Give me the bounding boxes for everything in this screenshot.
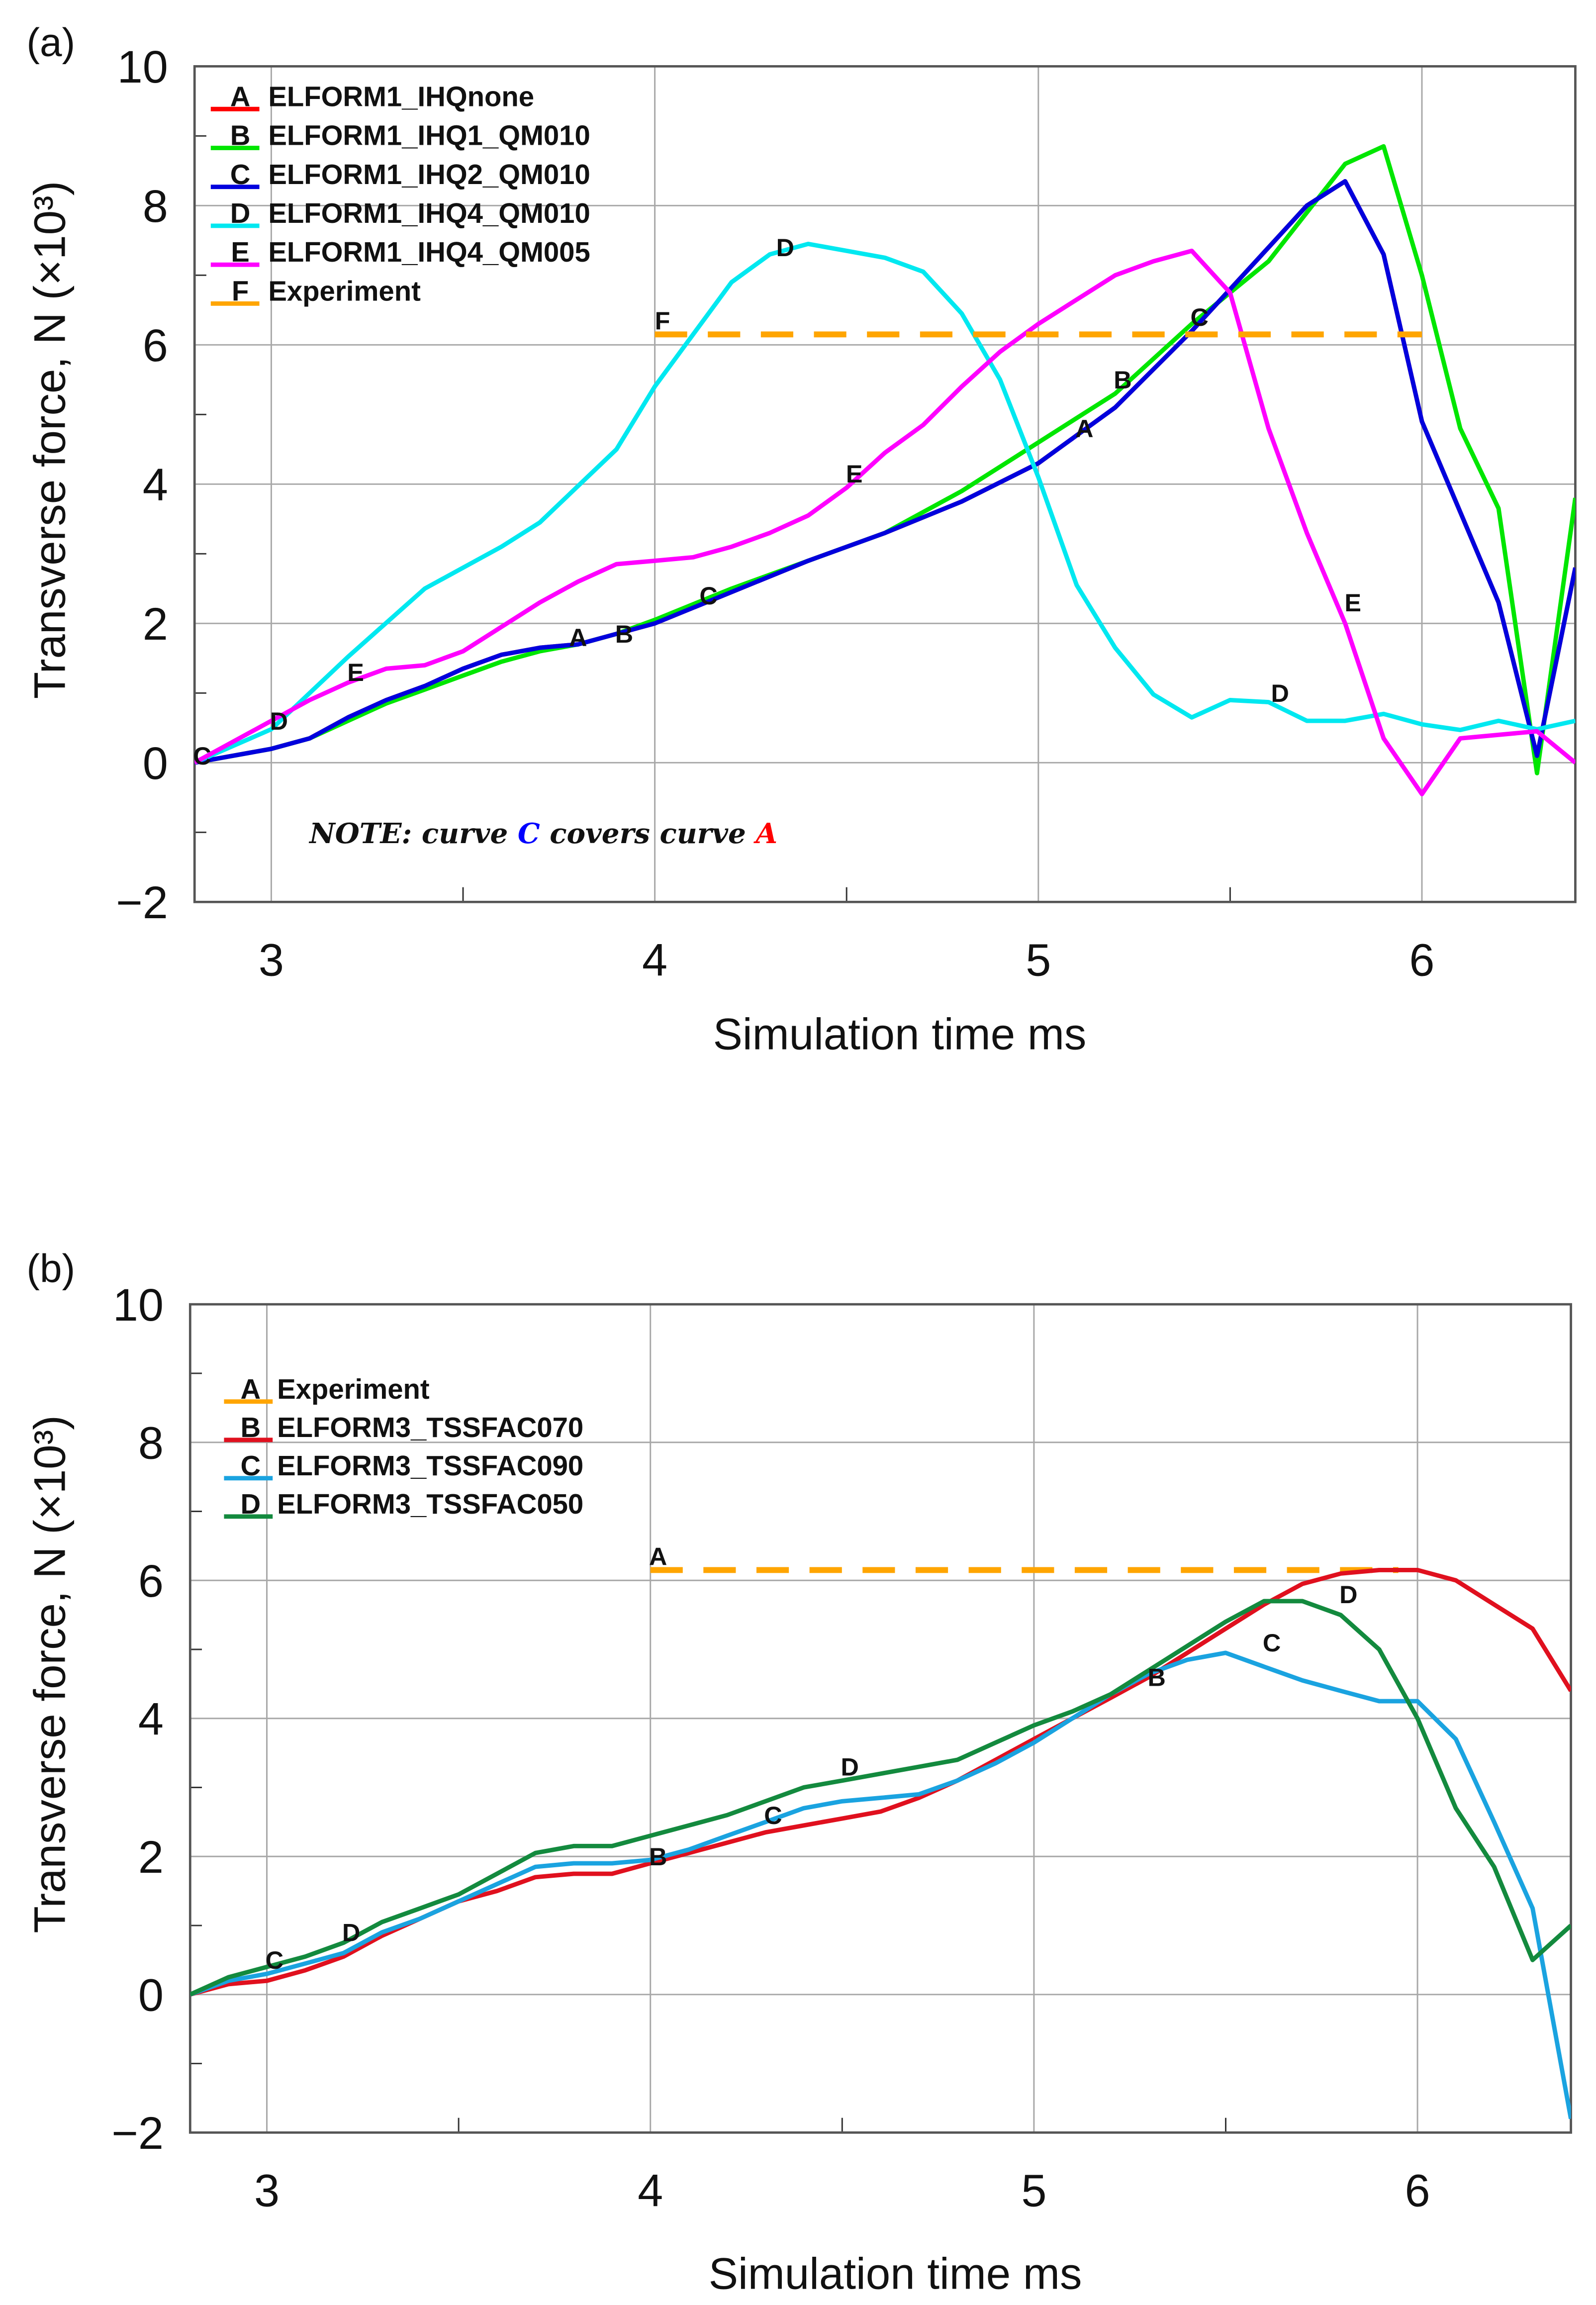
- legend-label: Experiment: [277, 1373, 430, 1405]
- curve-marker-a: A: [649, 1542, 667, 1570]
- plot-frame: [188, 1303, 1572, 2134]
- x-tick-label: 4: [642, 935, 667, 985]
- x-tick-label: 6: [1409, 935, 1434, 985]
- panel-label: (b): [26, 1247, 75, 1291]
- curve-marker-c: C: [764, 1801, 782, 1829]
- series-line-e: [194, 248, 1576, 796]
- legend-letter: B: [240, 1412, 261, 1443]
- legend-letter: C: [240, 1450, 261, 1481]
- x-tick-label: 5: [1026, 935, 1051, 985]
- curve-marker-d: D: [342, 1919, 360, 1947]
- curve-marker-c: C: [699, 581, 717, 610]
- x-axis-label: Simulation time ms: [709, 2249, 1082, 2298]
- curve-marker-b: B: [1147, 1663, 1165, 1691]
- y-tick-label: −2: [111, 2108, 164, 2159]
- legend-label: ELFORM1_IHQ1_QM010: [268, 120, 590, 151]
- chart-a: (a) 3 4 5 6 −2 0 2 4 6 8 10 Simulation time ms Transv…: [25, 20, 1577, 1059]
- legend-letter: A: [240, 1373, 261, 1405]
- x-tick-label: 5: [1021, 2165, 1046, 2216]
- note-a: A: [753, 817, 777, 850]
- curve-marker-a: A: [1075, 414, 1093, 443]
- note-text: NOTE: curve C covers curve A: [308, 817, 777, 850]
- legend-label: ELFORM1_IHQ4_QM005: [268, 236, 590, 268]
- legend-label: ELFORM3_TSSFAC070: [277, 1412, 583, 1443]
- curve-marker-b: B: [649, 1842, 667, 1871]
- legend-letter: D: [230, 197, 251, 229]
- plot-frame: [193, 65, 1577, 903]
- curve-marker-c: C: [266, 1946, 283, 1974]
- panel-label: (a): [26, 20, 75, 65]
- note-c: C: [518, 817, 540, 850]
- x-axis-label: Simulation time ms: [713, 1010, 1087, 1059]
- note-mid: covers curve: [540, 817, 756, 850]
- curve-marker-e: E: [1344, 588, 1361, 617]
- y-tick-label: 8: [138, 1418, 164, 1468]
- curve-marker-d: D: [776, 233, 794, 262]
- x-tick-label: 4: [638, 2165, 663, 2216]
- y-tick-label: 0: [138, 1970, 164, 2020]
- series-line-d: [190, 1599, 1571, 1997]
- y-tick-label: 4: [138, 1694, 164, 1744]
- y-tick-label: 6: [138, 1556, 164, 1607]
- curve-marker-d: D: [270, 707, 288, 735]
- note-sep: : curve: [402, 817, 518, 850]
- y-axis-label: Transverse force, N (×10³): [25, 181, 74, 699]
- curve-marker-e: E: [347, 658, 364, 686]
- y-tick-label: 0: [143, 738, 168, 789]
- y-tick-label: −2: [116, 877, 168, 928]
- curve-marker-c: C: [1263, 1629, 1281, 1657]
- series-line-c: [194, 179, 1576, 765]
- y-tick-label: 4: [143, 460, 168, 510]
- y-tick-label: 10: [113, 1280, 164, 1331]
- series-line-a: [194, 179, 1576, 765]
- note-prefix: NOTE: [308, 817, 402, 850]
- y-tick-label: 10: [117, 42, 168, 93]
- x-tick-label: 3: [254, 2165, 280, 2216]
- curve-marker-d: D: [1339, 1580, 1357, 1609]
- curve-marker-c: C: [193, 742, 211, 770]
- y-tick-label: 2: [143, 599, 168, 650]
- y-tick-label: 2: [138, 1832, 164, 1883]
- series-line-d: [194, 241, 1576, 765]
- y-tick-label: 8: [143, 181, 168, 232]
- legend-label: ELFORM1_IHQnone: [268, 81, 534, 112]
- legend-letter: B: [230, 120, 251, 151]
- curve-marker-d: D: [1271, 679, 1289, 707]
- series-line-c: [190, 1650, 1571, 2119]
- curve-marker-b: B: [1114, 366, 1131, 394]
- legend-letter: C: [230, 159, 251, 190]
- legend-label: ELFORM3_TSSFAC050: [277, 1488, 583, 1520]
- curve-marker-c: C: [1190, 303, 1208, 331]
- curve-marker-d: D: [841, 1753, 859, 1781]
- legend-letter: D: [240, 1488, 261, 1520]
- y-axis-label: Transverse force, N (×10³): [25, 1415, 74, 1933]
- legend-letter: E: [231, 236, 250, 268]
- y-tick-label: 6: [143, 320, 168, 371]
- chart-b: (b) 3 4 5 6 −2 0 2 4 6 8 10 Simulation time ms Transv…: [25, 1247, 1572, 2298]
- curve-marker-e: E: [846, 460, 863, 488]
- legend-letter: A: [230, 81, 251, 112]
- legend-label: ELFORM1_IHQ4_QM010: [268, 197, 590, 229]
- legend-label: Experiment: [268, 275, 421, 306]
- curve-marker-f: F: [655, 306, 670, 335]
- legend-letter: F: [232, 275, 249, 306]
- legend-label: ELFORM1_IHQ2_QM010: [268, 159, 590, 190]
- curve-marker-a: A: [569, 623, 587, 652]
- x-tick-label: 6: [1405, 2165, 1430, 2216]
- legend-label: ELFORM3_TSSFAC090: [277, 1450, 583, 1481]
- x-tick-label: 3: [259, 935, 284, 985]
- curve-marker-b: B: [615, 620, 633, 648]
